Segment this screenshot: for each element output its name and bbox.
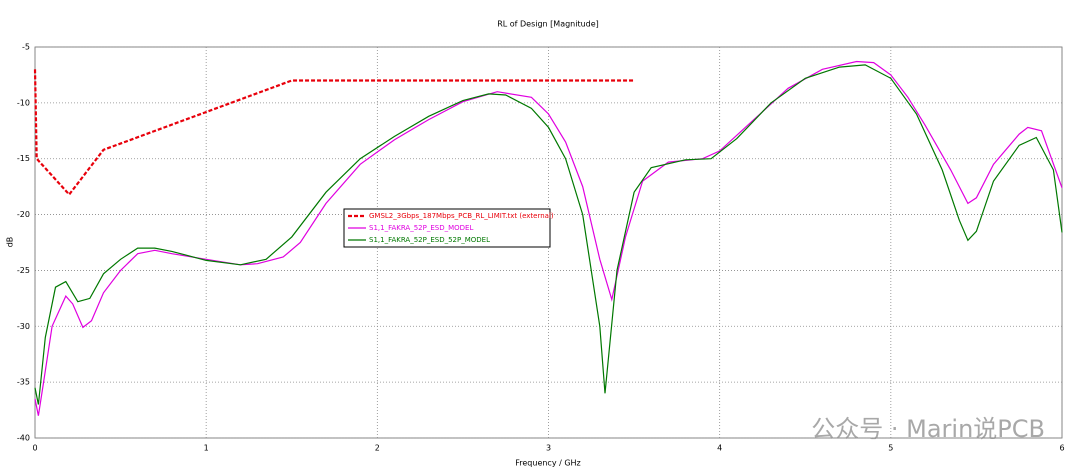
x-tick-label: 6 bbox=[1059, 444, 1064, 453]
legend-label: S1,1_FAKRA_52P_ESD_52P_MODEL bbox=[369, 236, 490, 244]
chart-title: RL of Design [Magnitude] bbox=[497, 20, 599, 29]
y-tick-label: -25 bbox=[17, 266, 30, 275]
legend-label: S1,1_FAKRA_52P_ESD_MODEL bbox=[369, 224, 473, 232]
series-line bbox=[34, 60, 1063, 416]
x-tick-label: 4 bbox=[717, 444, 722, 453]
legend-box bbox=[343, 208, 551, 248]
x-tick-label: 5 bbox=[888, 444, 893, 453]
x-tick-label: 2 bbox=[375, 444, 380, 453]
y-tick-label: -10 bbox=[17, 98, 30, 107]
y-tick-label: -15 bbox=[17, 154, 30, 163]
x-tick-label: 1 bbox=[204, 444, 209, 453]
x-tick-label: 0 bbox=[32, 444, 37, 453]
y-tick-label: -35 bbox=[17, 378, 30, 387]
x-axis-label: Frequency / GHz bbox=[515, 459, 581, 468]
y-axis-label: dB bbox=[6, 237, 15, 248]
y-tick-label: -20 bbox=[17, 210, 30, 219]
y-tick-label: -40 bbox=[17, 434, 30, 443]
y-tick-label: -5 bbox=[22, 43, 30, 52]
legend-label: GMSL2_3Gbps_187Mbps_PCB_RL_LIMIT.txt (ex… bbox=[369, 212, 554, 220]
x-tick-label: 3 bbox=[546, 444, 551, 453]
series-line bbox=[33, 69, 635, 197]
y-tick-label: -30 bbox=[17, 322, 30, 331]
watermark: 公众号 · Marin说PCB bbox=[811, 415, 1045, 443]
series-line bbox=[34, 64, 1063, 405]
